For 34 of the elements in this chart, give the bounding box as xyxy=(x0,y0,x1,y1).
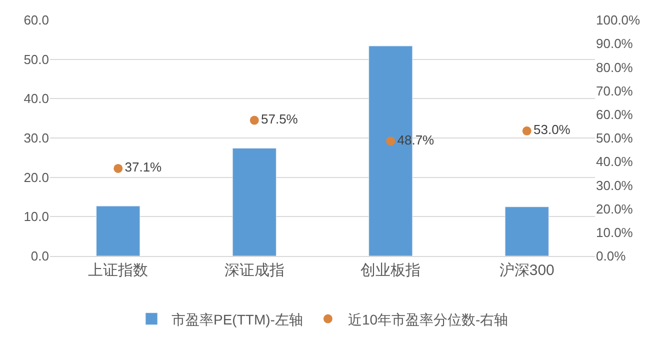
y-tick-label: 20.0 xyxy=(24,170,49,185)
y2-tick-label: 30.0% xyxy=(596,178,634,193)
legend-label: 市盈率PE(TTM)-左轴 xyxy=(172,311,303,328)
point xyxy=(522,126,532,136)
y-tick-label: 60.0 xyxy=(24,12,49,28)
y2-tick-label: 60.0% xyxy=(596,106,634,122)
y2-tick-label: 10.0% xyxy=(596,224,634,240)
y-tick-label: 50.0 xyxy=(24,52,49,67)
y-tick-label: 0.0 xyxy=(30,248,49,264)
data-label: 37.1% xyxy=(124,160,162,175)
y2-tick-label: 90.0% xyxy=(596,36,634,52)
data-label: 53.0% xyxy=(534,122,571,138)
y2-tick-label: 50.0% xyxy=(596,130,634,146)
y2-tick-label: 80.0% xyxy=(596,60,634,75)
y-tick-label: 40.0 xyxy=(24,91,49,106)
point xyxy=(386,136,396,146)
bar xyxy=(504,206,549,256)
point xyxy=(114,164,123,173)
y2-tick-label: 20.0% xyxy=(596,201,634,216)
y2-tick-label: 100.0% xyxy=(596,12,641,28)
y-tick-label: 30.0 xyxy=(24,130,49,146)
x-tick-label: 沪深300 xyxy=(499,262,554,279)
y2-tick-label: 70.0% xyxy=(596,83,634,98)
bar xyxy=(232,148,276,256)
x-tick-label: 深证成指 xyxy=(224,262,284,279)
point xyxy=(250,116,259,125)
legend-label: 近10年市盈率分位数-右轴 xyxy=(348,311,508,328)
bar xyxy=(96,206,140,256)
x-tick-label: 上证指数 xyxy=(88,262,148,279)
y2-tick-label: 0.0% xyxy=(596,248,626,264)
x-tick-label: 创业板指 xyxy=(360,262,421,279)
y-tick-label: 10.0 xyxy=(24,209,49,224)
y2-tick-label: 40.0% xyxy=(596,154,634,170)
data-label: 57.5% xyxy=(261,112,298,127)
